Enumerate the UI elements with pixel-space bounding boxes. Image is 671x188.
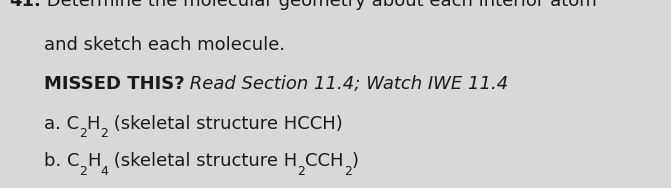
Text: (skeletal structure H: (skeletal structure H: [108, 152, 298, 170]
Text: 2: 2: [79, 165, 87, 178]
Text: Determine the molecular geometry about each interior atom: Determine the molecular geometry about e…: [41, 0, 597, 10]
Text: 41.: 41.: [9, 0, 41, 10]
Text: a. C: a. C: [44, 115, 79, 133]
Text: H: H: [87, 152, 101, 170]
Text: MISSED THIS?: MISSED THIS?: [44, 75, 185, 93]
Text: 2: 2: [344, 165, 352, 178]
Text: Read Section 11.4; Watch IWE 11.4: Read Section 11.4; Watch IWE 11.4: [185, 75, 509, 93]
Text: 2: 2: [298, 165, 305, 178]
Text: b. C: b. C: [44, 152, 79, 170]
Text: and sketch each molecule.: and sketch each molecule.: [44, 36, 285, 54]
Text: ): ): [352, 152, 359, 170]
Text: 4: 4: [101, 165, 108, 178]
Text: (skeletal structure HCCH): (skeletal structure HCCH): [108, 115, 343, 133]
Text: H: H: [87, 115, 100, 133]
Text: 2: 2: [100, 127, 108, 140]
Text: 2: 2: [79, 127, 87, 140]
Text: CCH: CCH: [305, 152, 344, 170]
